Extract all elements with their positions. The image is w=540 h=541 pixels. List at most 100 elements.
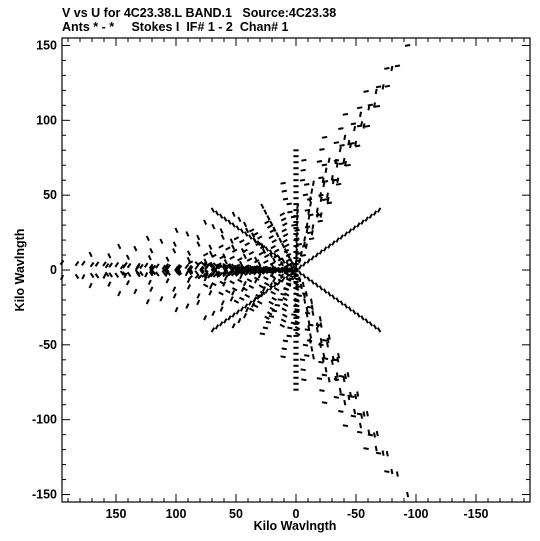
uv-point xyxy=(194,264,200,270)
x-tick-label: 50 xyxy=(229,507,243,521)
uv-point xyxy=(322,288,328,294)
uv-point xyxy=(305,227,309,234)
uv-point xyxy=(331,240,336,246)
uv-point xyxy=(159,238,164,245)
uv-point xyxy=(186,284,191,290)
uv-point xyxy=(248,307,255,312)
uv-point xyxy=(354,393,358,400)
uv-point xyxy=(356,222,361,228)
uv-point xyxy=(310,230,314,236)
uv-point xyxy=(208,271,214,277)
uv-point xyxy=(294,331,301,336)
uv-point xyxy=(339,234,344,240)
uv-point xyxy=(319,196,323,202)
uv-point xyxy=(390,65,394,72)
uv-point xyxy=(211,310,216,317)
uv-point xyxy=(299,358,306,362)
uv-point xyxy=(335,162,339,168)
uv-point xyxy=(107,253,112,259)
uv-point xyxy=(331,355,335,362)
uv-point xyxy=(220,234,225,240)
uv-point xyxy=(148,263,154,270)
uv-point xyxy=(239,306,245,312)
uv-point xyxy=(359,111,362,118)
uv-point xyxy=(208,283,213,290)
uv-point xyxy=(330,174,334,181)
y-tick-label: 0 xyxy=(50,263,57,277)
uv-point xyxy=(229,238,234,244)
uv-point xyxy=(231,248,238,253)
uv-point xyxy=(374,445,378,452)
uv-point xyxy=(304,354,310,357)
uv-point xyxy=(327,377,331,383)
uv-point xyxy=(147,279,152,286)
uv-point xyxy=(318,249,324,255)
uv-point xyxy=(304,291,308,297)
uv-point xyxy=(203,314,208,321)
uv-point xyxy=(161,270,167,276)
uv-point xyxy=(246,257,253,262)
uv-point xyxy=(244,242,250,247)
uv-point xyxy=(139,263,144,270)
uv-point xyxy=(148,270,154,277)
uv-point xyxy=(343,399,347,406)
uv-point xyxy=(211,282,217,287)
uv-point xyxy=(364,318,369,324)
uv-point xyxy=(108,272,114,278)
uv-point xyxy=(277,255,282,261)
uv-point xyxy=(161,264,167,270)
uv-point xyxy=(277,298,284,302)
uv-point xyxy=(362,123,366,129)
uv-point xyxy=(89,272,95,279)
uv-point xyxy=(289,264,294,270)
uv-point xyxy=(283,286,290,292)
uv-point xyxy=(270,290,276,295)
uv-point xyxy=(280,267,286,273)
uv-point xyxy=(252,297,257,303)
uv-point xyxy=(216,271,222,277)
uv-point xyxy=(284,243,290,248)
uv-point xyxy=(223,216,228,222)
uv-point xyxy=(298,257,302,264)
uv-point xyxy=(319,342,322,348)
uv-point xyxy=(294,314,300,319)
uv-point xyxy=(248,300,253,306)
uv-point xyxy=(350,122,357,126)
uv-point xyxy=(326,337,330,344)
uv-point xyxy=(242,248,248,253)
uv-point xyxy=(343,231,349,237)
uv-point xyxy=(221,269,227,275)
uv-point xyxy=(203,219,208,226)
uv-point xyxy=(283,248,290,254)
uv-point xyxy=(176,267,182,273)
uv-point xyxy=(229,255,235,260)
y-tick-label: -100 xyxy=(32,413,57,427)
uv-point xyxy=(272,266,278,273)
uv-point xyxy=(260,243,265,249)
uv-point xyxy=(390,468,394,475)
uv-point xyxy=(187,268,192,274)
uv-point xyxy=(375,85,382,89)
uv-point xyxy=(223,275,228,282)
uv-point xyxy=(338,127,344,130)
uv-point xyxy=(59,274,65,281)
uv-point xyxy=(315,327,319,333)
uv-point xyxy=(215,270,221,276)
uv-point xyxy=(280,355,286,359)
uv-point xyxy=(285,273,290,279)
uv-point xyxy=(375,430,379,437)
uv-point xyxy=(208,244,213,250)
uv-point xyxy=(319,338,323,344)
uv-point xyxy=(336,357,340,363)
uv-point xyxy=(155,271,160,277)
uv-point xyxy=(335,182,342,186)
uv-point xyxy=(372,210,378,216)
uv-point xyxy=(274,248,280,253)
uv-point xyxy=(404,44,411,47)
uv-point xyxy=(281,276,286,282)
uv-point xyxy=(308,338,312,344)
uv-point xyxy=(368,321,373,327)
uv-point xyxy=(165,256,170,262)
uv-point xyxy=(367,429,371,435)
uv-point xyxy=(264,315,270,320)
